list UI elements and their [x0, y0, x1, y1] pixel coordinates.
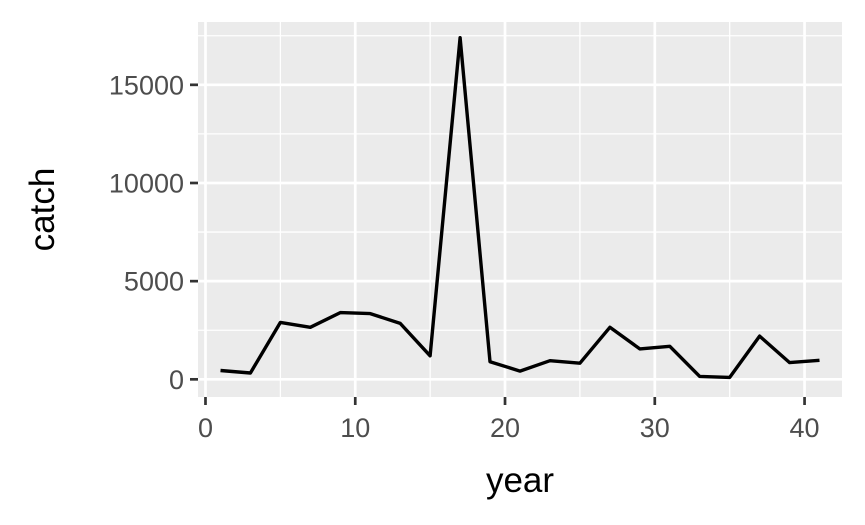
y-tick-label: 15000: [109, 70, 184, 100]
x-tick-label: 30: [640, 413, 670, 443]
plot-panel: [198, 22, 842, 397]
series-line: [220, 36, 820, 380]
series-layer: [220, 36, 820, 380]
x-axis: 0 10 20 30 40: [198, 397, 820, 443]
x-tick-label: 40: [790, 413, 820, 443]
x-tick-label: 0: [198, 413, 213, 443]
x-tick-label: 20: [490, 413, 520, 443]
y-tick-label: 10000: [109, 168, 184, 198]
y-axis: 0 5000 10000 15000: [109, 70, 198, 395]
x-tick-label: 10: [340, 413, 370, 443]
x-axis-title: year: [486, 461, 554, 500]
y-tick-label: 0: [169, 365, 184, 395]
y-tick-label: 5000: [124, 267, 184, 297]
major-gridlines: [198, 22, 842, 397]
y-axis-title: catch: [23, 168, 62, 252]
